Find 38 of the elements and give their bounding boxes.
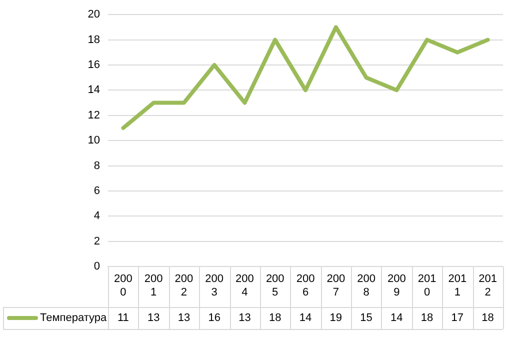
- x-tick-label: 2004: [236, 273, 254, 298]
- data-label: 16: [208, 312, 220, 324]
- data-label: 14: [299, 312, 312, 324]
- y-tick-label: 12: [88, 109, 100, 122]
- x-tick-label: 2007: [326, 273, 346, 298]
- x-tick-label: 2001: [144, 273, 163, 298]
- x-tick-label: 2000: [114, 273, 132, 298]
- y-tick-label: 4: [94, 210, 100, 222]
- y-tick-label: 16: [88, 59, 100, 72]
- y-tick-label: 8: [94, 160, 100, 172]
- data-label: 17: [451, 312, 464, 324]
- x-tick-label: 2006: [296, 273, 315, 298]
- x-tick-label: 2010: [418, 273, 436, 298]
- x-tick-label: 2011: [448, 273, 467, 298]
- y-tick-label: 18: [88, 34, 100, 46]
- data-label: 13: [147, 312, 160, 324]
- y-tick-label: 6: [94, 185, 100, 198]
- data-label: 13: [178, 312, 190, 324]
- x-tick-label: 2012: [478, 273, 497, 298]
- data-label: 18: [420, 312, 434, 324]
- y-tick-label: 0: [94, 260, 100, 273]
- y-tick-label: 10: [88, 134, 100, 147]
- data-label: 15: [360, 312, 372, 324]
- y-tick-label: 14: [88, 84, 100, 96]
- data-label: 19: [330, 312, 342, 324]
- x-tick-label: 2002: [174, 273, 194, 298]
- data-label: 11: [117, 312, 129, 324]
- data-label: 14: [390, 312, 403, 324]
- data-label: 18: [482, 312, 494, 324]
- legend-label: Температура: [40, 312, 108, 324]
- x-tick-label: 2008: [357, 273, 376, 298]
- data-label: 18: [268, 312, 282, 324]
- data-label: 13: [238, 312, 251, 324]
- y-tick-label: 2: [94, 235, 100, 248]
- y-tick-label: 20: [88, 8, 100, 21]
- x-tick-label: 2009: [387, 273, 406, 298]
- x-tick-label: 2005: [266, 273, 284, 298]
- x-tick-label: 2003: [205, 273, 224, 298]
